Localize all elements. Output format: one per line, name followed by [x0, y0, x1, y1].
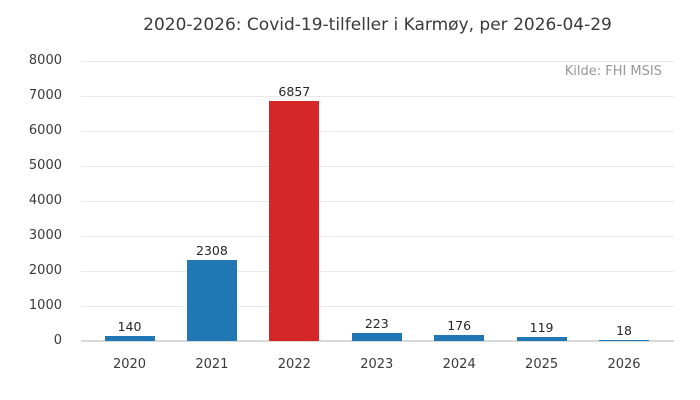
bar-value-label: 6857 — [278, 84, 311, 100]
gridline — [81, 305, 674, 307]
y-tick-label: 3000 — [28, 228, 62, 243]
y-tick-label: 1000 — [28, 298, 62, 313]
bar-value-label: 176 — [447, 317, 472, 333]
gridline — [81, 270, 674, 272]
gridline — [81, 165, 674, 167]
x-tick-label: 2021 — [195, 357, 229, 372]
bar-2021 — [186, 260, 237, 341]
x-tick-label: 2024 — [442, 357, 476, 372]
bar-2025 — [516, 336, 567, 341]
bar-2024 — [434, 334, 485, 341]
gridline — [81, 95, 674, 97]
bar-2023 — [351, 333, 402, 341]
gridline — [81, 60, 674, 62]
x-tick-label: 2022 — [277, 357, 311, 372]
source-note: Kilde: FHI MSIS — [564, 64, 662, 79]
y-tick-label: 7000 — [28, 88, 62, 103]
y-tick-label: 4000 — [28, 193, 62, 208]
y-tick-label: 6000 — [28, 123, 62, 138]
y-tick-label: 8000 — [28, 53, 62, 68]
x-tick-label: 2020 — [112, 357, 147, 372]
bar-2020 — [104, 336, 155, 341]
x-tick-label: 2026 — [607, 357, 641, 372]
x-tick-label: 2023 — [360, 357, 394, 372]
gridline — [81, 235, 674, 237]
gridline — [81, 200, 674, 202]
chart-title: 2020-2026: Covid-19-tilfeller i Karmøy, … — [143, 15, 612, 35]
x-tick-label: 2025 — [525, 357, 559, 372]
bar-value-label: 18 — [616, 323, 632, 339]
bar-value-label: 119 — [529, 319, 554, 335]
x-axis-baseline — [81, 340, 674, 342]
bar-2026 — [599, 340, 650, 341]
bar-2022 — [269, 101, 320, 341]
gridline — [81, 130, 674, 132]
bar-value-label: 2308 — [196, 243, 228, 259]
bar-value-label: 140 — [117, 319, 142, 335]
y-tick-label: 5000 — [28, 158, 62, 173]
y-tick-label: 2000 — [28, 263, 62, 278]
y-tick-label: 0 — [53, 333, 62, 348]
bar-value-label: 223 — [364, 316, 389, 332]
